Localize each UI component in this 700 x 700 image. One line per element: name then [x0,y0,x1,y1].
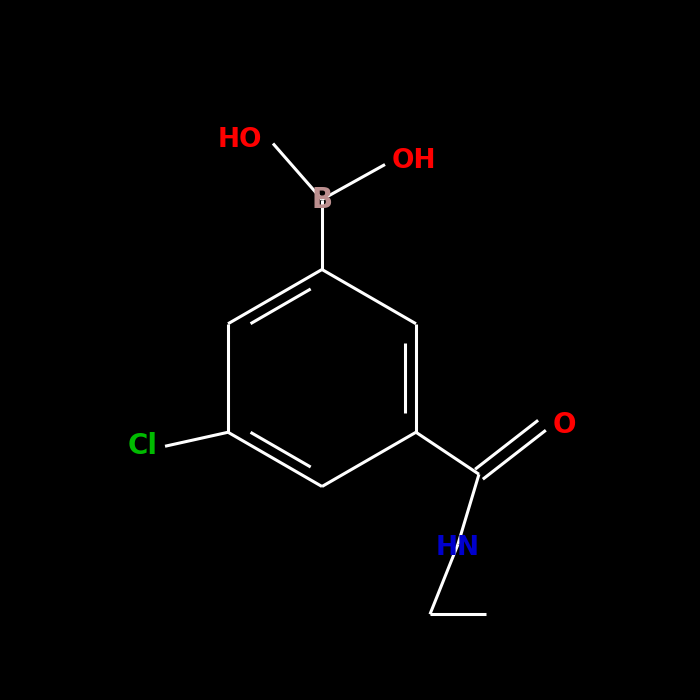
Text: B: B [312,186,332,214]
Text: O: O [552,411,576,440]
Text: HN: HN [436,535,480,561]
Text: HO: HO [218,127,262,153]
Text: OH: OH [392,148,437,174]
Text: Cl: Cl [128,432,158,461]
